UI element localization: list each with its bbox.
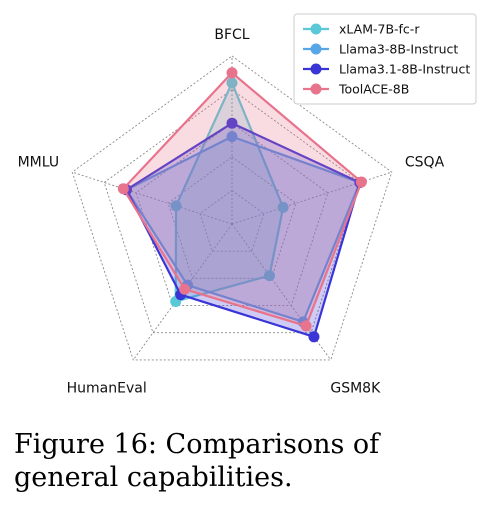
- series-xlam-7b-fc-r: [170, 77, 289, 307]
- figure-caption: Figure 16: Comparisons of general capabi…: [14, 429, 380, 493]
- series-area-xlam-7b-fc-r: [174, 81, 285, 303]
- legend-marker-xlam-7b-fc-r: [310, 23, 322, 35]
- legend-marker-llama3-1-8b-instruct: [310, 63, 322, 75]
- point-xlam-7b-fc-r-bfcl: [226, 77, 238, 89]
- series-llama3-1-8b-instruct: [121, 117, 366, 343]
- point-toolace-8b-mmlu: [117, 183, 129, 195]
- legend-item-xlam-7b-fc-r: xLAM-7B-fc-r: [303, 22, 420, 37]
- point-toolace-8b-csqa: [355, 176, 367, 188]
- point-xlam-7b-fc-r-csqa: [277, 201, 289, 213]
- axis-label-gsm8k: GSM8K: [330, 380, 381, 396]
- point-xlam-7b-fc-r-gsm8k: [264, 270, 276, 282]
- point-toolace-8b-gsm8k: [300, 320, 312, 332]
- legend-item-llama3-1-8b-instruct: Llama3.1-8B-Instruct: [303, 62, 470, 77]
- legend-item-llama3-8b-instruct: Llama3-8B-Instruct: [303, 42, 458, 57]
- legend-marker-llama3-8b-instruct: [310, 43, 322, 55]
- grid-ring-3: [135, 122, 329, 306]
- axis-label-mmlu: MMLU: [18, 155, 60, 171]
- point-toolace-8b-bfcl: [226, 67, 238, 79]
- radar-series: [117, 67, 367, 343]
- legend-label-xlam-7b-fc-r: xLAM-7B-fc-r: [339, 22, 420, 37]
- legend-label-llama3-1-8b-instruct: Llama3.1-8B-Instruct: [339, 62, 470, 77]
- axis-labels: BFCL CSQA GSM8K HumanEval MMLU: [18, 27, 445, 396]
- point-toolace-8b-humaneval: [179, 283, 191, 295]
- legend-label-llama3-8b-instruct: Llama3-8B-Instruct: [339, 42, 458, 57]
- grid-ring-5: [71, 55, 393, 361]
- legend: xLAM-7B-fc-r Llama3-8B-Instruct Llama3.1-8…: [293, 13, 477, 105]
- point-llama3-1-8b-instruct-bfcl: [226, 117, 238, 129]
- grid-ring-2: [167, 156, 297, 279]
- grid-ring-1: [199, 189, 265, 252]
- grid-spoke-mmlu: [72, 171, 233, 225]
- axis-label-bfcl: BFCL: [214, 27, 249, 43]
- radar-chart: BFCL CSQA GSM8K HumanEval MMLU xLAM-7B-fc-r L…: [18, 13, 477, 396]
- axis-label-csqa: CSQA: [405, 155, 445, 171]
- legend-item-toolace-8b: ToolACE-8B: [303, 82, 409, 97]
- axis-label-humaneval: HumanEval: [67, 380, 147, 396]
- series-toolace-8b: [117, 67, 367, 332]
- legend-label-toolace-8b: ToolACE-8B: [338, 82, 409, 97]
- legend-box: [293, 13, 477, 105]
- series-area-toolace-8b: [122, 71, 363, 328]
- point-llama3-1-8b-instruct-gsm8k: [308, 331, 320, 343]
- legend-marker-toolace-8b: [310, 83, 322, 95]
- point-xlam-7b-fc-r-mmlu: [170, 200, 182, 212]
- series-area-llama3-8b-instruct: [125, 135, 361, 323]
- series-area-llama3-1-8b-instruct: [125, 122, 361, 338]
- point-llama3-8b-instruct-bfcl: [226, 131, 238, 143]
